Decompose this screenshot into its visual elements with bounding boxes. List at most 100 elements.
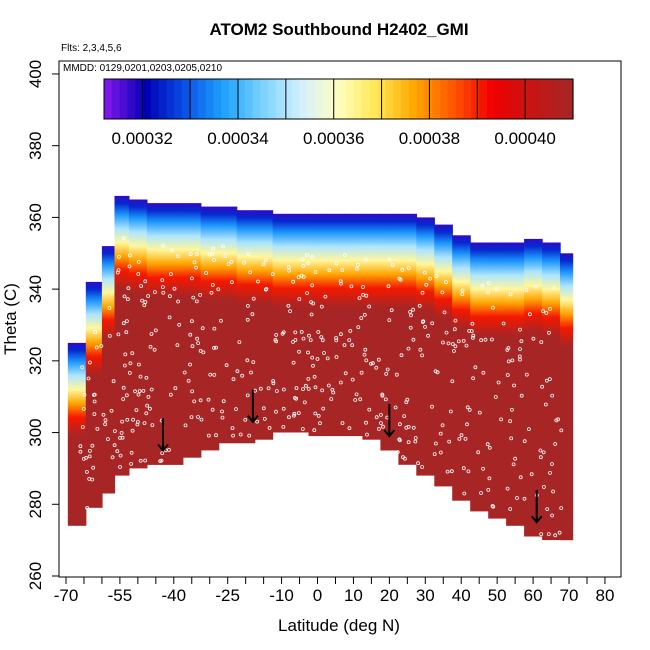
field-column <box>146 203 166 465</box>
observation-point <box>325 356 330 361</box>
observation-point <box>413 439 418 444</box>
observation-point <box>355 262 360 267</box>
observation-point <box>481 466 486 471</box>
observation-point <box>148 344 153 349</box>
observation-point <box>121 236 126 241</box>
observation-point <box>406 440 411 445</box>
observation-point <box>350 343 355 348</box>
flight-arrow <box>157 418 169 453</box>
observation-point <box>143 458 148 463</box>
observation-point <box>271 381 276 386</box>
observation-point <box>489 337 494 342</box>
observation-point <box>310 355 315 360</box>
colorbar-cell <box>338 79 347 119</box>
observation-point <box>159 458 164 463</box>
colorbar-cell <box>471 79 480 119</box>
observation-point <box>550 513 554 518</box>
observation-point <box>420 320 425 324</box>
observation-point <box>129 450 134 455</box>
observation-point <box>152 290 157 295</box>
colorbar-cell <box>205 79 215 119</box>
observation-point <box>370 361 375 366</box>
colorbar-cell <box>174 79 183 119</box>
observation-point <box>245 303 250 308</box>
observation-point <box>406 346 411 351</box>
observation-point <box>559 428 564 433</box>
observation-point <box>518 327 522 332</box>
observation-point <box>408 309 413 314</box>
colorbar-cell <box>119 79 129 119</box>
observation-point <box>387 257 392 262</box>
observation-point <box>107 306 112 310</box>
y-tick-label: 340 <box>26 275 45 303</box>
observation-point <box>160 451 165 456</box>
observation-point <box>433 441 438 446</box>
observation-point <box>291 279 296 284</box>
observation-point <box>374 365 379 370</box>
observation-point <box>435 370 440 375</box>
observation-point <box>369 361 373 366</box>
observation-point <box>116 268 121 273</box>
observation-point <box>263 287 268 292</box>
observation-point <box>142 421 147 426</box>
observation-point <box>286 415 291 420</box>
observation-point <box>459 433 464 438</box>
observation-point <box>210 282 215 287</box>
observation-point <box>428 276 433 281</box>
observation-point <box>321 406 326 411</box>
colorbar-tick-label: 0.00040 <box>494 129 555 148</box>
flight-arrows <box>157 389 543 524</box>
x-tick-label: 50 <box>488 586 507 605</box>
observation-point <box>299 329 304 334</box>
observation-point <box>376 426 381 431</box>
observation-point <box>434 274 439 279</box>
observation-point <box>94 345 99 350</box>
observation-point <box>130 428 135 433</box>
observation-point <box>331 390 336 395</box>
observation-point <box>256 279 260 284</box>
observation-point <box>177 322 182 327</box>
field-column <box>362 213 381 440</box>
observation-point <box>294 386 299 391</box>
observation-point <box>394 372 399 377</box>
observation-point <box>300 257 305 262</box>
observation-point <box>522 496 527 501</box>
field-column <box>398 213 417 465</box>
x-axis: -70 -55 -40 -25 -10 0 10 20 30 40 50 60 70 80 <box>54 577 614 605</box>
observation-point <box>135 419 140 424</box>
x-tick-label: 30 <box>416 586 435 605</box>
observation-point <box>172 286 177 291</box>
colorbar-cell <box>510 79 519 119</box>
observation-point <box>364 358 369 363</box>
observation-point <box>288 309 293 314</box>
observation-point <box>258 386 263 391</box>
observation-point <box>551 489 555 494</box>
observation-point <box>234 407 238 412</box>
observation-point <box>210 407 215 412</box>
observation-point <box>476 450 481 455</box>
observation-point <box>506 359 511 364</box>
observation-point <box>438 431 443 436</box>
observation-point <box>122 363 127 368</box>
observation-point <box>322 351 326 355</box>
observation-point <box>438 450 443 455</box>
observation-point <box>483 337 488 342</box>
observation-point <box>119 430 124 435</box>
observation-point <box>223 254 228 258</box>
observation-point <box>218 318 223 323</box>
observation-point <box>362 352 367 357</box>
observation-point <box>291 360 296 365</box>
observation-point <box>266 386 271 391</box>
colorbar-cell <box>354 79 363 119</box>
y-tick-label: 260 <box>26 562 45 590</box>
observation-point <box>192 260 197 265</box>
observation-point <box>510 358 515 363</box>
observation-point <box>262 416 267 421</box>
observation-point <box>347 338 352 343</box>
colorbar-cell <box>315 79 324 119</box>
observation-point <box>359 316 364 320</box>
observation-point <box>297 349 301 354</box>
observation-point <box>124 393 129 398</box>
colorbar-cell <box>275 79 285 119</box>
observation-point <box>212 326 217 331</box>
